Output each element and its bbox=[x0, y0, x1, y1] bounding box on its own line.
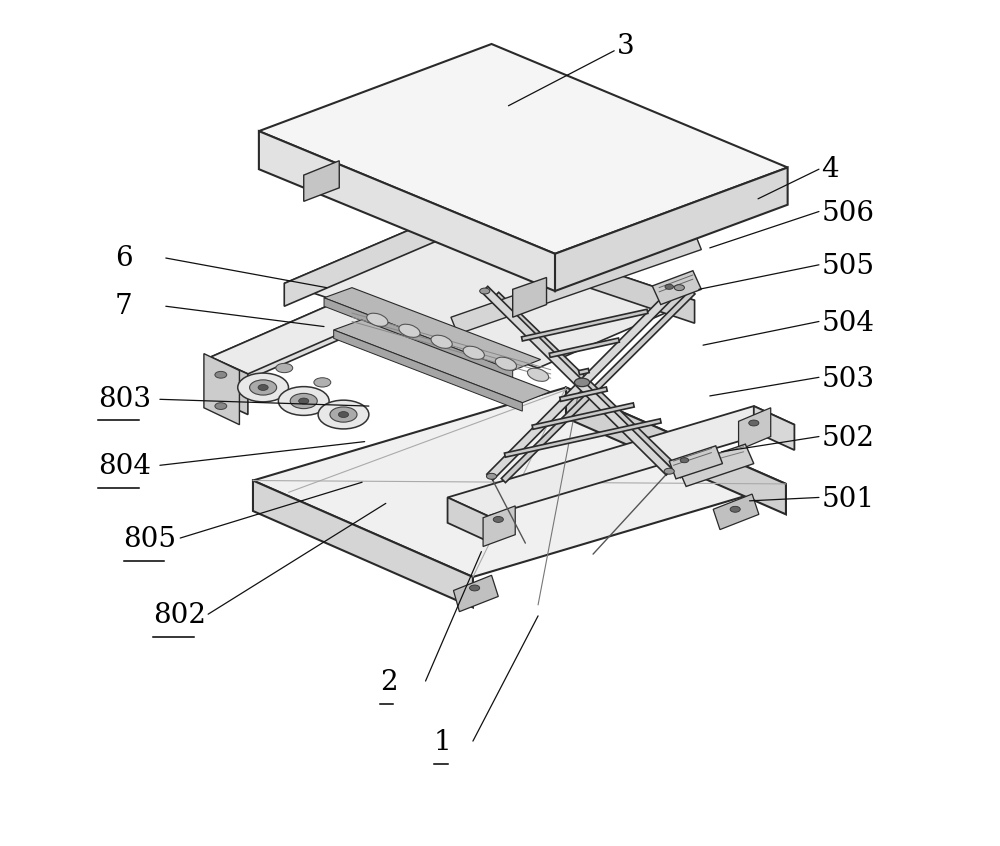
Polygon shape bbox=[549, 338, 619, 357]
Ellipse shape bbox=[258, 384, 268, 391]
Polygon shape bbox=[259, 131, 555, 291]
Polygon shape bbox=[678, 444, 754, 486]
Ellipse shape bbox=[367, 313, 388, 327]
Ellipse shape bbox=[431, 335, 452, 349]
Ellipse shape bbox=[486, 474, 497, 480]
Polygon shape bbox=[442, 216, 695, 323]
Polygon shape bbox=[204, 354, 239, 425]
Polygon shape bbox=[579, 369, 589, 375]
Polygon shape bbox=[324, 288, 541, 371]
Ellipse shape bbox=[238, 373, 288, 402]
Ellipse shape bbox=[680, 458, 689, 463]
Ellipse shape bbox=[399, 324, 420, 338]
Polygon shape bbox=[483, 506, 515, 547]
Ellipse shape bbox=[470, 585, 480, 591]
Text: 503: 503 bbox=[821, 365, 874, 393]
Ellipse shape bbox=[665, 284, 673, 289]
Polygon shape bbox=[532, 403, 634, 429]
Polygon shape bbox=[211, 298, 346, 396]
Ellipse shape bbox=[749, 420, 759, 426]
Text: 6: 6 bbox=[115, 244, 133, 272]
Ellipse shape bbox=[330, 407, 357, 422]
Ellipse shape bbox=[318, 400, 369, 429]
Polygon shape bbox=[501, 290, 695, 482]
Ellipse shape bbox=[674, 284, 684, 291]
Ellipse shape bbox=[290, 393, 317, 409]
Polygon shape bbox=[495, 292, 685, 478]
Polygon shape bbox=[334, 320, 550, 403]
Polygon shape bbox=[324, 298, 513, 379]
Polygon shape bbox=[487, 283, 682, 481]
Polygon shape bbox=[284, 216, 442, 306]
Text: 802: 802 bbox=[153, 602, 206, 629]
Text: 804: 804 bbox=[98, 453, 151, 481]
Polygon shape bbox=[713, 494, 759, 530]
Polygon shape bbox=[448, 497, 488, 541]
Text: 4: 4 bbox=[821, 156, 839, 183]
Polygon shape bbox=[504, 419, 661, 457]
Polygon shape bbox=[560, 387, 607, 401]
Polygon shape bbox=[453, 575, 498, 612]
Text: 505: 505 bbox=[821, 253, 874, 280]
Polygon shape bbox=[259, 44, 788, 254]
Ellipse shape bbox=[730, 506, 740, 512]
Text: 805: 805 bbox=[124, 526, 177, 553]
Ellipse shape bbox=[215, 371, 227, 378]
Text: 502: 502 bbox=[821, 425, 874, 452]
Polygon shape bbox=[253, 481, 473, 607]
Polygon shape bbox=[448, 406, 794, 516]
Polygon shape bbox=[211, 298, 383, 374]
Text: 1: 1 bbox=[434, 729, 452, 756]
Text: 2: 2 bbox=[380, 669, 397, 696]
Polygon shape bbox=[555, 168, 788, 291]
Polygon shape bbox=[253, 387, 786, 577]
Ellipse shape bbox=[250, 380, 277, 395]
Ellipse shape bbox=[574, 378, 590, 387]
Polygon shape bbox=[739, 408, 771, 450]
Ellipse shape bbox=[495, 357, 517, 371]
Ellipse shape bbox=[527, 368, 549, 382]
Text: 501: 501 bbox=[821, 486, 875, 513]
Polygon shape bbox=[482, 286, 672, 475]
Text: 7: 7 bbox=[115, 293, 133, 320]
Text: 803: 803 bbox=[98, 386, 151, 413]
Ellipse shape bbox=[299, 398, 309, 404]
Ellipse shape bbox=[463, 346, 484, 360]
Ellipse shape bbox=[215, 403, 227, 409]
Ellipse shape bbox=[314, 377, 331, 387]
Text: 506: 506 bbox=[821, 200, 874, 227]
Polygon shape bbox=[652, 271, 701, 305]
Text: 3: 3 bbox=[617, 33, 634, 60]
Ellipse shape bbox=[480, 288, 490, 294]
Polygon shape bbox=[521, 310, 648, 341]
Polygon shape bbox=[334, 330, 522, 411]
Polygon shape bbox=[669, 446, 722, 479]
Ellipse shape bbox=[493, 516, 503, 523]
Polygon shape bbox=[284, 216, 695, 368]
Ellipse shape bbox=[278, 387, 329, 415]
Ellipse shape bbox=[664, 469, 674, 475]
Polygon shape bbox=[451, 233, 701, 334]
Polygon shape bbox=[566, 387, 786, 514]
Polygon shape bbox=[754, 406, 794, 450]
Polygon shape bbox=[513, 277, 547, 317]
Ellipse shape bbox=[276, 364, 293, 373]
Polygon shape bbox=[211, 357, 248, 415]
Polygon shape bbox=[304, 161, 339, 201]
Text: 504: 504 bbox=[821, 310, 874, 337]
Ellipse shape bbox=[338, 411, 349, 418]
